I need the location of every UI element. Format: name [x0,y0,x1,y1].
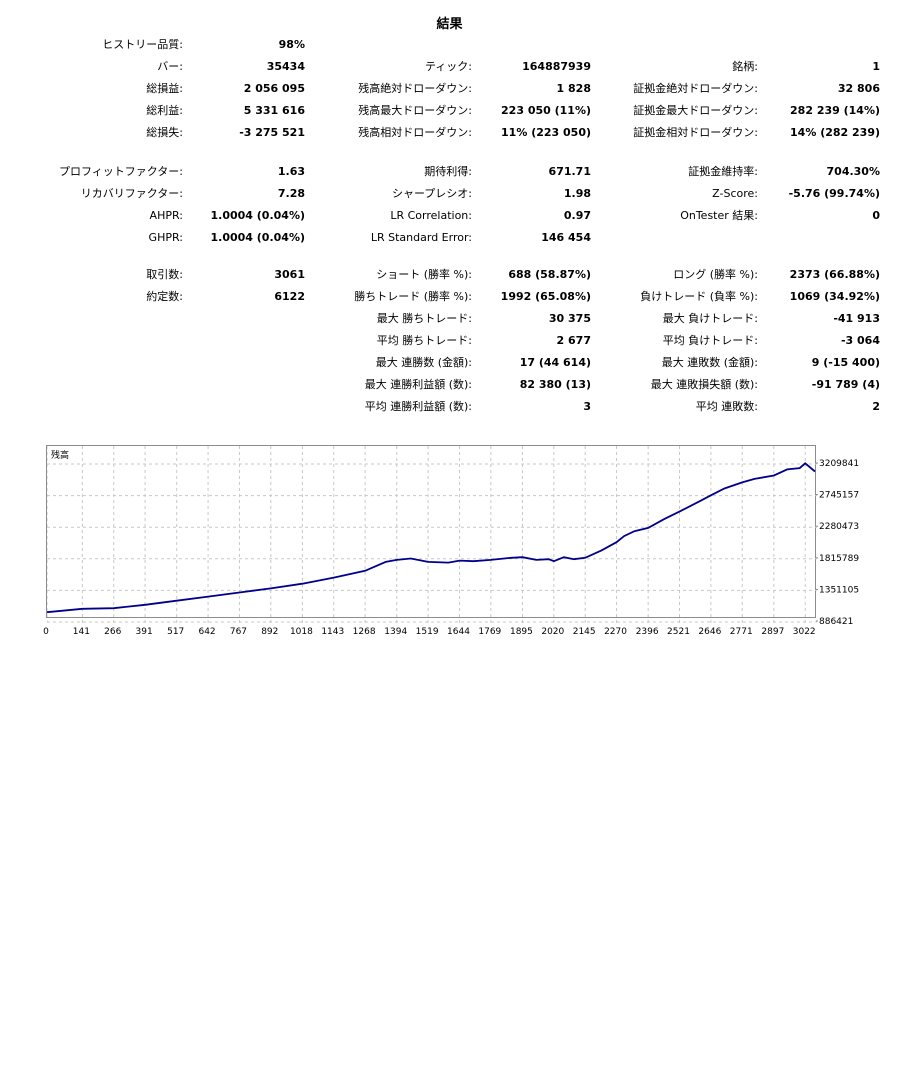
stat-value: 1.0004 (0.04%) [210,231,306,244]
stat-value: 164887939 [522,60,591,73]
stat-label: 最大 勝ちトレード: [376,312,472,325]
stat-value: 282 239 (14%) [790,104,880,117]
stat-label: 最大 負けトレード: [662,312,758,325]
stat-value: 223 050 (11%) [501,104,591,117]
stat-label: 期待利得: [424,165,472,178]
stat-label: 最大 連勝数 (金額): [375,356,472,369]
stat-value: 1 [872,60,880,73]
stat-value: 7.28 [277,187,305,200]
stat-label: LR Correlation: [390,209,472,222]
stat-value: 6122 [274,290,305,303]
stat-value: 35434 [266,60,305,73]
stat-value: 1.0004 (0.04%) [210,209,306,222]
stat-label: 銘柄: [732,60,758,73]
stat-value: 14% (282 239) [790,126,880,139]
stat-label: 総利益: [146,104,183,117]
stat-value: 1.98 [563,187,591,200]
stat-label: 負けトレード (負率 %): [640,290,758,303]
balance-chart: 残高 [46,445,817,625]
stat-value: 0.97 [563,209,591,222]
stat-value: 32 806 [837,82,880,95]
stat-label: 最大 連敗数 (金額): [661,356,758,369]
stat-label: バー: [157,60,183,73]
stat-label: 最大 連敗損失額 (数): [650,378,758,391]
stat-label: 最大 連勝利益額 (数): [364,378,472,391]
stat-label: 平均 連勝利益額 (数): [364,400,472,413]
stat-value: 1992 (65.08%) [500,290,591,303]
stat-label: 平均 勝ちトレード: [376,334,472,347]
stat-value: -3 275 521 [239,126,305,139]
balance-chart-svg: 残高 [47,446,817,625]
stat-value: 30 375 [548,312,591,325]
stat-value: 82 380 (13) [519,378,591,391]
stat-label: LR Standard Error: [370,231,472,244]
chart-title: 残高 [51,449,69,461]
stat-value: -5.76 (99.74%) [788,187,880,200]
stat-label: 証拠金相対ドローダウン: [633,126,758,139]
stat-label: AHPR: [149,209,183,222]
stat-label: GHPR: [148,231,183,244]
stat-value: 704.30% [826,165,880,178]
stat-label: ティック: [424,60,472,73]
stat-label: OnTester 結果: [680,209,758,222]
stat-value: 1069 (34.92%) [789,290,880,303]
stat-label: 総損失: [146,126,183,139]
stat-value: -3 064 [840,334,880,347]
stat-value: 1 828 [556,82,591,95]
stat-value: 2 677 [556,334,591,347]
stat-value: 146 454 [541,231,591,244]
stat-value: 5 331 616 [243,104,305,117]
stat-value: 2373 (66.88%) [789,268,880,281]
stat-value: 688 (58.87%) [508,268,591,281]
stat-label: 証拠金維持率: [688,165,758,178]
stat-label: 証拠金絶対ドローダウン: [633,82,758,95]
stat-value: 2 [872,400,880,413]
stats-grid: ヒストリー品質: 98% バー: 35434 総損益: 2 056 095 総利益: 5 33… [0,0,899,430]
stat-label: 残高最大ドローダウン: [358,104,472,117]
stat-label: プロフィットファクター: [58,165,183,178]
stat-value: 1.63 [277,165,305,178]
stat-value: 17 (44 614) [519,356,591,369]
stat-value: 0 [872,209,880,222]
stat-value: 98% [278,38,305,51]
stat-label: ロング (勝率 %): [673,268,758,281]
stat-label: 証拠金最大ドローダウン: [633,104,758,117]
stat-label: 残高絶対ドローダウン: [358,82,472,95]
stat-label: 勝ちトレード (勝率 %): [354,290,472,303]
stat-value: 671.71 [548,165,591,178]
stat-label: 残高相対ドローダウン: [358,126,472,139]
balance-line [47,462,816,614]
stat-value: 9 (-15 400) [811,356,880,369]
stat-value: 3061 [274,268,305,281]
stat-value: -91 789 (4) [811,378,880,391]
stat-label: 平均 連敗数: [695,400,758,413]
results-title: 結果 [436,17,463,32]
stat-label: Z-Score: [712,187,758,200]
stat-value: 11% (223 050) [501,126,591,139]
stat-label: 総損益: [146,82,183,95]
stat-label: 取引数: [146,268,183,281]
stat-value: 2 056 095 [243,82,305,95]
stat-label: ショート (勝率 %): [376,268,472,281]
stat-label: リカバリファクター: [80,187,183,200]
stat-label: 平均 負けトレード: [662,334,758,347]
stat-value: -41 913 [833,312,880,325]
stat-label: 約定数: [146,290,183,303]
stat-label: シャープレシオ: [391,187,472,200]
stat-value: 3 [583,400,591,413]
stat-label: ヒストリー品質: [102,38,183,51]
